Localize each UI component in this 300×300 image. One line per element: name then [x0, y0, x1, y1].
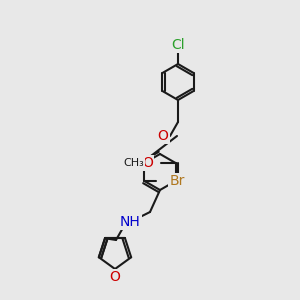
Text: Br: Br: [169, 174, 185, 188]
Text: CH₃: CH₃: [123, 158, 144, 168]
Text: O: O: [110, 270, 120, 284]
Text: O: O: [158, 129, 168, 143]
Text: Cl: Cl: [171, 38, 185, 52]
Text: NH: NH: [120, 215, 140, 229]
Text: O: O: [142, 156, 153, 170]
